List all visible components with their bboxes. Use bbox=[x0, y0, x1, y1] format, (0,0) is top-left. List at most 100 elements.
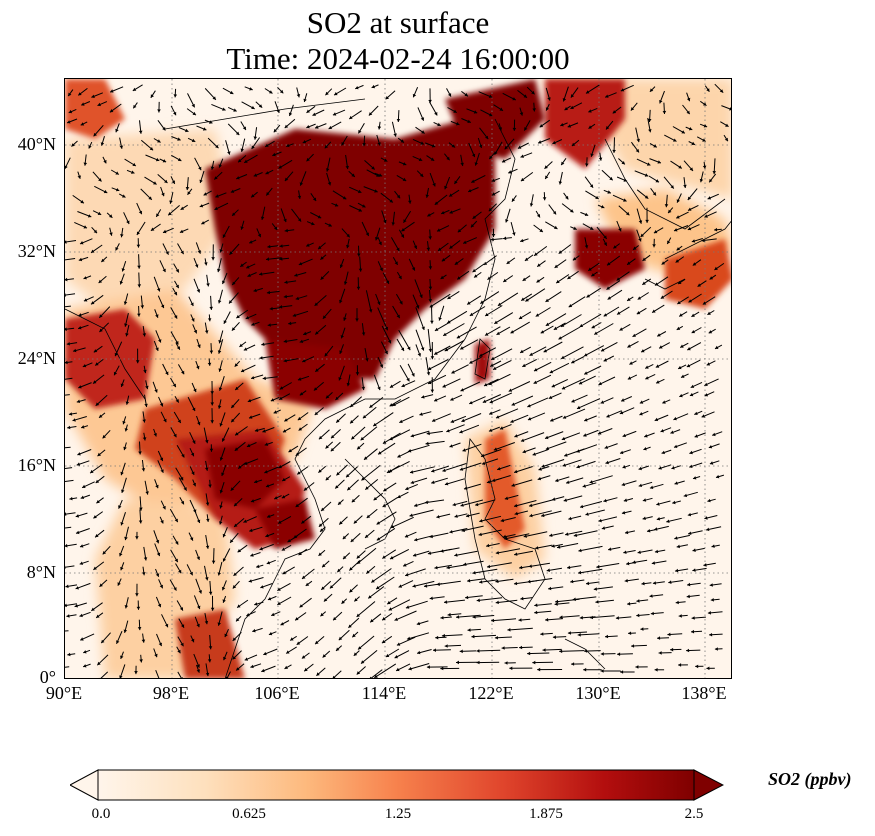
wind-arrow-head bbox=[312, 112, 316, 116]
wind-arrow-head bbox=[652, 192, 656, 196]
wind-arrow-head bbox=[109, 232, 113, 236]
wind-arrow-head bbox=[279, 257, 283, 261]
wind-arrow-head bbox=[636, 311, 641, 315]
wind-arrow-head bbox=[514, 469, 518, 474]
wind-arrow-shaft bbox=[455, 614, 481, 618]
wind-arrow-head bbox=[472, 615, 476, 619]
wind-arrow-shaft bbox=[598, 376, 616, 386]
wind-arrow-head bbox=[691, 330, 696, 334]
wind-arrow-head bbox=[185, 128, 189, 133]
wind-arrow-head bbox=[78, 257, 83, 262]
wind-arrow-head bbox=[238, 465, 242, 469]
wind-arrow-head bbox=[485, 312, 489, 316]
colorbar-min-extend bbox=[68, 769, 99, 801]
wind-arrow-head bbox=[388, 607, 393, 611]
wind-arrow-head bbox=[598, 157, 603, 161]
wind-arrow-head bbox=[180, 250, 184, 255]
wind-arrow-head bbox=[189, 537, 194, 541]
wind-arrow-head bbox=[65, 240, 67, 244]
wind-arrow-head bbox=[67, 425, 71, 430]
wind-arrow-head bbox=[479, 519, 483, 523]
wind-arrow-head bbox=[444, 348, 449, 352]
wind-arrow-shaft bbox=[371, 568, 392, 583]
wind-arrow-head bbox=[545, 435, 549, 440]
wind-arrow-head bbox=[387, 600, 391, 605]
wind-arrow-head bbox=[286, 143, 290, 148]
wind-arrow-head bbox=[603, 498, 607, 503]
wind-arrow-head bbox=[396, 314, 400, 319]
wind-arrow-head bbox=[469, 312, 474, 316]
lat-tick-40: 40°N bbox=[17, 134, 56, 154]
wind-arrow-head bbox=[584, 418, 588, 422]
wind-arrow-head bbox=[278, 520, 282, 524]
wind-arrow-head bbox=[604, 445, 609, 449]
wind-arrow-head bbox=[500, 518, 505, 523]
wind-arrow-head bbox=[193, 388, 197, 393]
wind-arrow-shaft bbox=[527, 578, 553, 583]
wind-arrow-head bbox=[564, 453, 568, 457]
wind-arrow-head bbox=[162, 268, 166, 273]
wind-arrow-head bbox=[66, 614, 70, 618]
wind-arrow-shaft bbox=[479, 579, 498, 583]
wind-arrow-shaft bbox=[427, 329, 432, 353]
wind-arrow-head bbox=[267, 597, 272, 601]
wind-arrow-head bbox=[449, 245, 453, 249]
wind-arrow-head bbox=[249, 87, 253, 91]
wind-arrow-head bbox=[138, 130, 143, 134]
wind-arrow-head bbox=[343, 317, 347, 321]
wind-arrow-head bbox=[241, 368, 245, 373]
wind-arrow-shaft bbox=[544, 431, 564, 439]
wind-arrow-head bbox=[317, 215, 322, 219]
wind-arrow-head bbox=[99, 414, 103, 418]
wind-arrow-head bbox=[413, 245, 418, 249]
wind-arrow-head bbox=[123, 446, 127, 451]
wind-arrow-shaft bbox=[572, 596, 597, 601]
wind-arrow-head bbox=[279, 305, 283, 309]
wind-arrow-head bbox=[346, 474, 350, 478]
wind-arrow-head bbox=[341, 600, 345, 604]
wind-arrow-head bbox=[494, 151, 498, 155]
wind-arrow-head bbox=[217, 350, 222, 354]
lat-tick-8: 8°N bbox=[26, 562, 56, 582]
wind-arrow-head bbox=[712, 432, 716, 437]
wind-arrow-head bbox=[365, 232, 369, 236]
wind-arrow-head bbox=[441, 633, 445, 638]
wind-arrow-shaft bbox=[543, 341, 563, 353]
wind-arrow-head bbox=[282, 571, 286, 575]
wind-arrow-head bbox=[324, 352, 328, 357]
wind-arrow-head bbox=[295, 452, 300, 456]
wind-arrow-head bbox=[579, 615, 583, 620]
wind-arrow-head bbox=[566, 480, 570, 484]
wind-arrow-head bbox=[637, 550, 641, 554]
wind-arrow-head bbox=[102, 435, 106, 439]
wind-arrow-head bbox=[236, 314, 240, 319]
wind-arrow-shaft bbox=[494, 312, 514, 325]
wind-arrow-head bbox=[376, 537, 381, 541]
wind-arrow-head bbox=[603, 313, 608, 317]
wind-arrow-head bbox=[558, 250, 563, 254]
wind-arrow-head bbox=[584, 371, 588, 375]
wind-arrow-head bbox=[667, 240, 671, 244]
wind-arrow-head bbox=[582, 484, 586, 488]
wind-arrow-head bbox=[621, 511, 626, 515]
wind-arrow-head bbox=[586, 90, 590, 94]
wind-arrow-head bbox=[343, 281, 348, 285]
wind-arrow-head bbox=[518, 618, 522, 622]
wind-arrow-head bbox=[138, 451, 142, 455]
wind-arrow-head bbox=[174, 518, 178, 523]
wind-arrow-head bbox=[355, 372, 360, 376]
wind-arrow-head bbox=[177, 157, 182, 161]
wind-arrow-head bbox=[467, 628, 471, 632]
wind-arrow-head bbox=[654, 527, 658, 531]
wind-arrow-head bbox=[119, 145, 124, 149]
wind-arrow-head bbox=[673, 138, 677, 142]
wind-arrow-head bbox=[342, 196, 347, 200]
map-title-line1: SO2 at surface bbox=[306, 5, 490, 40]
wind-arrow-shaft bbox=[472, 615, 495, 618]
wind-arrow-head bbox=[313, 387, 318, 391]
wind-arrow-head bbox=[181, 370, 185, 375]
wind-arrow-head bbox=[640, 627, 644, 631]
wind-arrow-head bbox=[484, 383, 488, 387]
wind-arrow-shaft bbox=[433, 345, 451, 355]
wind-arrow-head bbox=[345, 165, 349, 170]
